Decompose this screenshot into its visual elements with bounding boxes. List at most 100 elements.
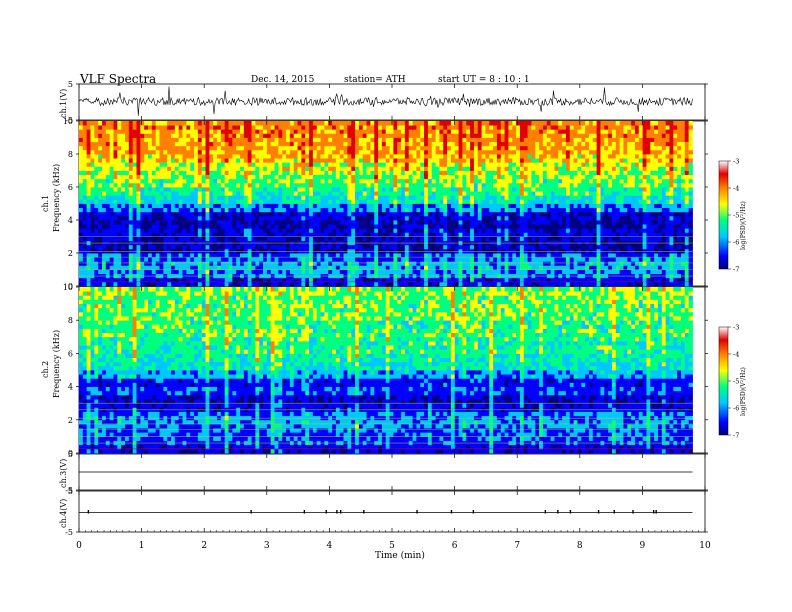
spec1-cell — [98, 211, 103, 217]
spec1-cell — [174, 195, 180, 200]
spec1-cell — [450, 211, 456, 217]
spec1-cell — [404, 125, 410, 130]
spec1-cell — [404, 137, 410, 143]
spec1-cell — [546, 154, 552, 159]
spec1-cell — [431, 253, 436, 258]
spec1-cell — [504, 232, 509, 237]
spec1-cell — [144, 162, 149, 167]
spec1-cell — [316, 187, 321, 192]
spec1-cell — [86, 141, 91, 147]
spec1-cell — [293, 265, 298, 270]
spec1-cell — [144, 129, 149, 134]
spec1-cell — [389, 191, 394, 196]
spec1-cell — [335, 187, 341, 192]
spec1-cell — [535, 162, 540, 167]
spec1-cell — [289, 174, 295, 180]
spec1-cell — [86, 145, 91, 151]
spec1-cell — [140, 253, 145, 258]
spec1-cell — [247, 195, 252, 200]
spec1-cell — [128, 220, 134, 225]
spec1-cell — [293, 129, 298, 134]
spec1-cell — [466, 137, 471, 143]
spec1-cell — [289, 149, 295, 155]
spec1-cell — [251, 220, 256, 225]
spec1-cell — [293, 195, 298, 200]
spec1-cell — [109, 170, 114, 176]
spec1-cell — [420, 253, 425, 258]
spec1-cell — [163, 149, 168, 155]
spec1-cell — [485, 125, 490, 130]
spec1-cell — [178, 261, 183, 266]
spec1-cell — [450, 125, 456, 130]
spec1-cell — [186, 137, 191, 143]
spec1-cell — [109, 228, 114, 233]
spec1-cell — [186, 149, 191, 155]
spec1-cell — [439, 261, 444, 266]
spec1-cell — [531, 170, 536, 176]
spec1-cell — [209, 277, 214, 283]
spec1-cell — [167, 174, 172, 180]
spec1-cell — [378, 261, 383, 266]
spec1-cell — [86, 195, 91, 200]
spec1-cell — [263, 228, 268, 233]
spec1-cell — [408, 236, 413, 242]
spec1-cell — [393, 133, 398, 138]
spec1-cell — [343, 129, 348, 134]
spec1-cell — [516, 199, 521, 204]
spec1-cell — [389, 149, 394, 155]
spec1-cell — [128, 137, 134, 143]
spec1-cell — [485, 207, 490, 213]
spec1-cell — [339, 187, 344, 192]
spec1-cell — [121, 154, 126, 159]
spec1-cell — [412, 261, 417, 266]
spec1-cell — [205, 182, 210, 188]
spec1-cell — [182, 191, 187, 196]
spec1-cell — [381, 154, 387, 159]
spec1-cell — [82, 269, 88, 275]
spec1-cell — [496, 281, 502, 287]
spec1-cell — [171, 178, 176, 184]
spec1-cell — [535, 158, 540, 163]
spec1-cell — [102, 232, 107, 237]
spec1-cell — [220, 178, 226, 184]
spec1-cell — [504, 211, 509, 217]
spec1-cell — [523, 145, 528, 151]
spec1-cell — [493, 281, 498, 287]
spec1-cell — [259, 277, 264, 283]
spec1-cell — [473, 277, 479, 283]
spec1-cell — [389, 137, 394, 143]
spec1-cell — [366, 162, 371, 167]
spec1-cell — [519, 182, 525, 188]
spec1-cell — [420, 149, 425, 155]
spec1-cell — [481, 182, 486, 188]
spec1-cell — [243, 228, 249, 233]
spec1-cell — [535, 203, 540, 209]
spec1-cell — [247, 137, 252, 143]
spec1-cell — [309, 182, 314, 188]
spec1-cell — [447, 182, 452, 188]
spec1-cell — [420, 170, 425, 176]
spec1-cell — [297, 211, 302, 217]
spec1-cell — [450, 261, 456, 266]
spec1-cell — [205, 191, 210, 196]
spec1-cell — [347, 257, 352, 262]
spec1-cell — [224, 166, 229, 171]
spec1-cell — [470, 166, 475, 171]
spec1-cell — [535, 166, 540, 171]
spec1-cell — [489, 174, 494, 180]
spec1-cell — [136, 257, 141, 262]
spec1-cell — [90, 207, 95, 213]
spec1-cell — [508, 220, 513, 225]
spec1-cell — [381, 199, 387, 204]
spec1-cell — [435, 244, 440, 250]
spec1-cell — [251, 261, 256, 266]
spec1-cell — [236, 244, 241, 250]
spec1-cell — [516, 129, 521, 134]
spec1-cell — [539, 121, 544, 126]
spec1-cell — [416, 236, 421, 242]
spec1-cell — [527, 125, 532, 130]
spec1-cell — [90, 261, 95, 266]
spec1-cell — [109, 236, 114, 242]
spec1-cell — [105, 154, 111, 159]
spec1-cell — [140, 220, 145, 225]
